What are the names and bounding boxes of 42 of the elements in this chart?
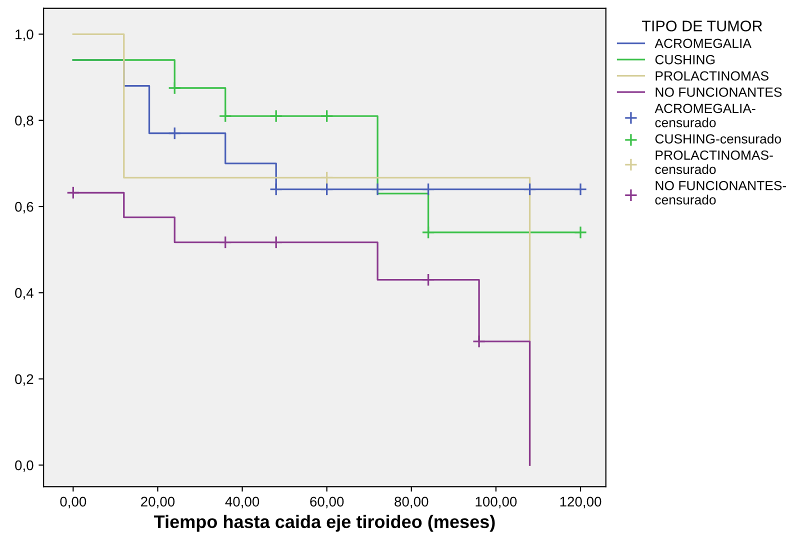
x-tick-label: 80,00 bbox=[394, 496, 428, 508]
y-tick-label: 0,0 bbox=[15, 460, 34, 472]
y-tick-label: 1,0 bbox=[16, 29, 34, 41]
point bbox=[574, 226, 588, 240]
y-tick-label: 0,2 bbox=[15, 374, 34, 386]
legend-title: TIPO DE TUMOR bbox=[642, 20, 762, 32]
point bbox=[320, 171, 334, 184]
point bbox=[422, 226, 435, 240]
point bbox=[472, 334, 486, 348]
x-tick-label: 60,00 bbox=[310, 496, 344, 508]
point bbox=[370, 182, 384, 196]
y-tick-label: 0,4 bbox=[15, 288, 34, 300]
y-tick-label: 0,8 bbox=[15, 116, 34, 128]
x-axis-title: Tiempo hasta caida eje tiroideo (meses) bbox=[154, 514, 495, 532]
point bbox=[218, 109, 232, 123]
legend-label: CUSHING-censurado bbox=[655, 134, 781, 144]
point bbox=[168, 126, 182, 140]
point bbox=[320, 109, 334, 123]
x-tick-label: 100,00 bbox=[476, 496, 517, 508]
point bbox=[66, 186, 80, 200]
x-tick-label: 120,00 bbox=[560, 496, 602, 508]
point bbox=[269, 236, 283, 249]
y-tick-label: 0,6 bbox=[15, 202, 34, 214]
x-tick-label: 20,00 bbox=[141, 496, 175, 508]
legend-label: PROLACTINOMAS bbox=[656, 71, 768, 81]
legend-label: ACROMEGALIA bbox=[654, 38, 752, 48]
point bbox=[269, 109, 283, 123]
x-tick-label: 0,00 bbox=[60, 496, 86, 508]
legend-label: CUSHING bbox=[655, 54, 715, 64]
x-tick-label: 40,00 bbox=[225, 496, 260, 508]
point bbox=[422, 273, 435, 286]
point bbox=[422, 182, 435, 196]
point bbox=[320, 182, 334, 196]
point bbox=[574, 182, 588, 196]
legend-label: NO FUNCIONANTES- censurado bbox=[655, 180, 786, 205]
legend-label: ACROMEGALIA- censurado bbox=[654, 104, 756, 128]
legend-label: PROLACTINOMAS- censurado bbox=[655, 150, 773, 174]
point bbox=[523, 182, 536, 196]
point bbox=[269, 182, 283, 196]
point bbox=[218, 236, 232, 249]
point bbox=[168, 81, 182, 95]
legend-label: NO FUNCIONANTES bbox=[656, 87, 782, 97]
